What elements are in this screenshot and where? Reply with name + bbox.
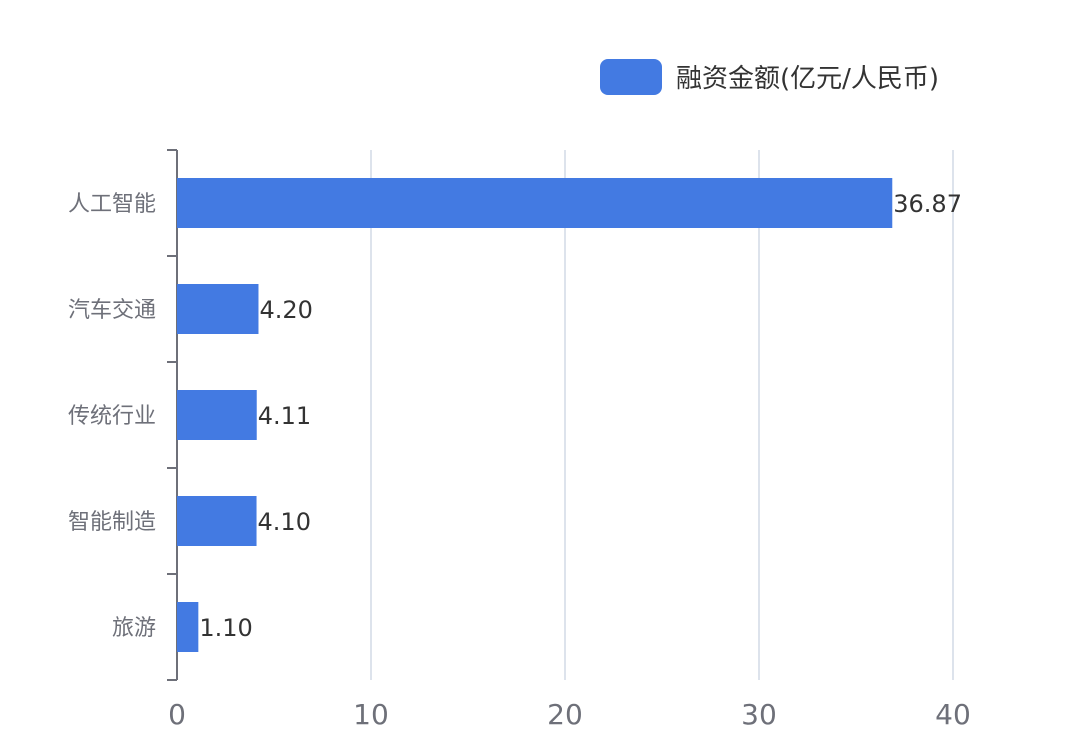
bar [177, 390, 257, 440]
bar-value-label: 1.10 [199, 614, 252, 642]
bar-value-label: 4.11 [258, 402, 311, 430]
y-category-label: 汽车交通 [68, 298, 156, 323]
bar [177, 496, 257, 546]
bar [177, 602, 199, 652]
bar-value-label: 4.10 [258, 508, 311, 536]
x-tick-label: 10 [353, 698, 389, 731]
y-category-label: 智能制造 [68, 510, 156, 535]
legend: 融资金额(亿元/人民币) [600, 58, 939, 95]
x-tick-label: 20 [547, 698, 583, 731]
legend-label: 融资金额(亿元/人民币) [676, 64, 940, 94]
bar [177, 178, 893, 228]
y-category-label: 人工智能 [68, 192, 156, 217]
y-category-label: 旅游 [112, 616, 156, 641]
x-tick-label: 30 [741, 698, 777, 731]
x-tick-label: 0 [168, 698, 186, 731]
bar-value-label: 36.87 [893, 190, 962, 218]
bar [177, 284, 259, 334]
x-tick-label: 40 [935, 698, 971, 731]
legend-swatch[interactable] [600, 58, 662, 95]
bar-value-label: 4.20 [259, 296, 312, 324]
y-category-label: 传统行业 [68, 404, 156, 429]
